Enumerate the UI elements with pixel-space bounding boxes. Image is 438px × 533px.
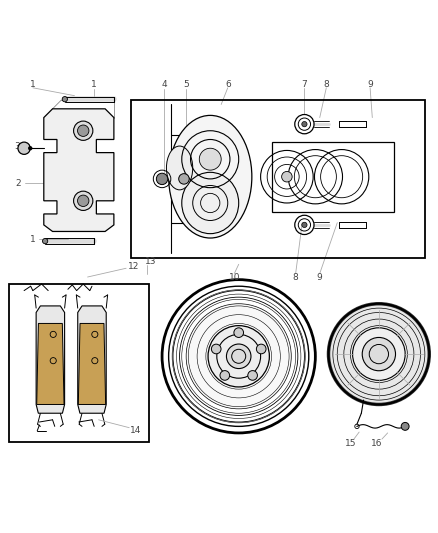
Polygon shape: [78, 306, 106, 413]
Circle shape: [74, 121, 93, 140]
Text: 12: 12: [128, 262, 139, 271]
Text: 6: 6: [225, 80, 231, 89]
Circle shape: [282, 172, 292, 182]
Circle shape: [220, 370, 230, 380]
Circle shape: [74, 191, 93, 211]
Circle shape: [78, 195, 89, 206]
Polygon shape: [36, 306, 65, 413]
Text: 1: 1: [30, 80, 36, 89]
Text: 15: 15: [345, 439, 356, 448]
Text: 2: 2: [16, 179, 21, 188]
Text: 4: 4: [162, 80, 167, 89]
Polygon shape: [78, 324, 106, 405]
Polygon shape: [44, 109, 114, 231]
Circle shape: [199, 148, 221, 170]
Circle shape: [62, 96, 67, 102]
Text: 7: 7: [301, 80, 307, 89]
Bar: [272, 142, 394, 212]
Circle shape: [302, 222, 307, 228]
Text: 1: 1: [30, 235, 36, 244]
Text: 8: 8: [323, 80, 329, 89]
Text: 1: 1: [91, 80, 97, 89]
Circle shape: [248, 370, 258, 380]
Text: 5: 5: [183, 80, 189, 89]
Circle shape: [256, 344, 266, 354]
Ellipse shape: [182, 172, 239, 233]
Text: 16: 16: [371, 439, 382, 448]
Circle shape: [362, 337, 396, 371]
Circle shape: [328, 304, 429, 405]
Text: 9: 9: [317, 273, 323, 282]
Circle shape: [28, 146, 32, 150]
Text: 10: 10: [229, 273, 240, 282]
Bar: [9, 284, 149, 442]
Text: 14: 14: [130, 426, 141, 435]
Bar: [131, 100, 425, 258]
Circle shape: [18, 142, 30, 155]
Circle shape: [78, 125, 89, 136]
Text: 3: 3: [14, 142, 21, 150]
Circle shape: [156, 173, 168, 184]
Ellipse shape: [166, 146, 193, 190]
Polygon shape: [37, 324, 64, 405]
Circle shape: [42, 238, 48, 244]
Circle shape: [302, 122, 307, 127]
Text: 13: 13: [145, 257, 157, 266]
Circle shape: [234, 328, 244, 337]
Text: 8: 8: [293, 273, 299, 282]
Circle shape: [179, 174, 189, 184]
Text: 9: 9: [367, 80, 373, 89]
Circle shape: [208, 326, 269, 387]
Circle shape: [186, 304, 291, 409]
Circle shape: [353, 328, 405, 381]
Circle shape: [401, 423, 409, 430]
Ellipse shape: [169, 115, 252, 238]
Circle shape: [226, 344, 251, 368]
Circle shape: [212, 344, 221, 354]
